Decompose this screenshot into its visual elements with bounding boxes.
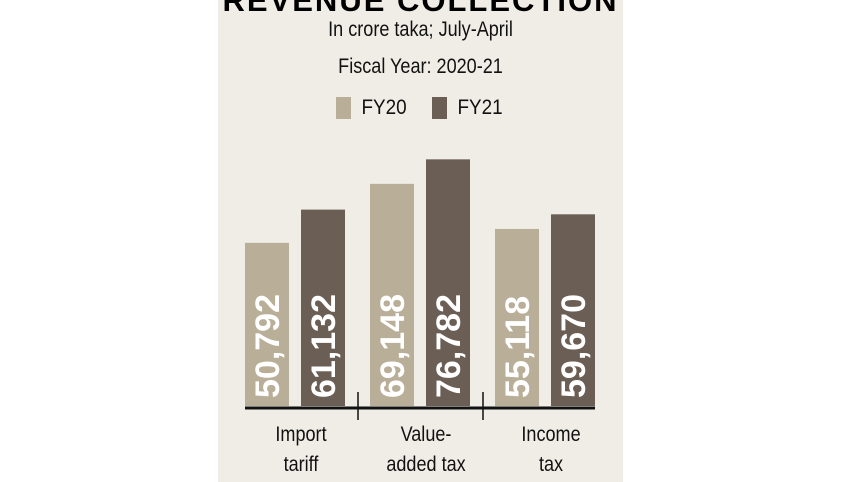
legend-item-fy20: FY20: [336, 96, 409, 120]
bar-fy20-2: [495, 228, 539, 406]
bar-value-fy20-0: 50,792: [249, 294, 287, 398]
chart-subtitle: In crore taka; July-April: [328, 18, 513, 41]
bar-value-fy20-1: 69,148: [374, 294, 412, 398]
fiscal-year-label: Fiscal Year: 2020-21: [338, 55, 503, 78]
legend: FY20 FY21: [218, 96, 623, 120]
legend-swatch-fy20: [336, 97, 352, 119]
chart-panel: REVENUE COLLECTION In crore taka; July-A…: [218, 0, 623, 482]
category-label-0: Import tariff: [275, 423, 327, 476]
bar-fy20-0: [245, 242, 289, 406]
bar-fy21-2: [551, 214, 595, 406]
bar-fy21-1: [426, 159, 470, 406]
bar-value-fy20-2: 55,118: [499, 296, 537, 398]
category-label-2: Income tax: [521, 423, 581, 476]
bar-value-fy21-0: 61,132: [305, 294, 343, 398]
bar-value-fy21-2: 59,670: [555, 294, 593, 398]
bar-fy20-1: [370, 183, 414, 406]
category-label-1: Value- added tax: [386, 423, 466, 476]
chart-title: REVENUE COLLECTION: [222, 0, 619, 18]
legend-label-fy20: FY20: [361, 96, 407, 119]
bar-chart: 50,792 61,132 69,148 76,782 55,118 59,670: [245, 159, 595, 420]
bar-fy21-0: [301, 209, 345, 406]
bar-value-fy21-1: 76,782: [430, 294, 468, 398]
legend-swatch-fy21: [431, 97, 447, 119]
legend-label-fy21: FY21: [457, 96, 503, 119]
legend-item-fy21: FY21: [431, 96, 505, 120]
